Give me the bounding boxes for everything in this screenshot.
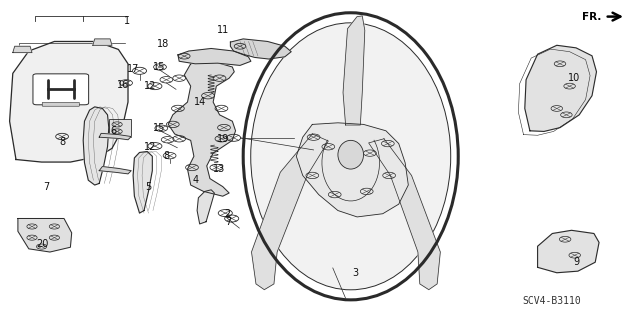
Text: 15: 15 xyxy=(153,122,166,133)
Polygon shape xyxy=(369,139,440,290)
Polygon shape xyxy=(99,167,131,174)
Polygon shape xyxy=(197,190,214,224)
Text: 7: 7 xyxy=(225,217,232,227)
Polygon shape xyxy=(343,16,365,125)
Polygon shape xyxy=(538,230,599,273)
Text: 12: 12 xyxy=(144,142,157,152)
Text: 10: 10 xyxy=(568,73,580,83)
Text: 8: 8 xyxy=(163,151,170,161)
FancyBboxPatch shape xyxy=(42,102,79,106)
Text: 19: 19 xyxy=(216,134,229,144)
Text: 8: 8 xyxy=(59,137,65,147)
Polygon shape xyxy=(252,134,328,290)
Polygon shape xyxy=(133,152,152,213)
Text: 17: 17 xyxy=(127,63,140,74)
Text: 5: 5 xyxy=(145,182,152,192)
Polygon shape xyxy=(99,133,131,140)
Ellipse shape xyxy=(338,140,364,169)
Polygon shape xyxy=(10,41,128,162)
Ellipse shape xyxy=(251,23,451,290)
Text: 14: 14 xyxy=(193,97,206,107)
Text: 7: 7 xyxy=(44,182,50,192)
Text: 11: 11 xyxy=(216,25,229,35)
Text: 18: 18 xyxy=(157,39,170,49)
FancyBboxPatch shape xyxy=(109,119,131,137)
FancyBboxPatch shape xyxy=(33,74,89,105)
Text: 4: 4 xyxy=(192,175,198,185)
Text: 6: 6 xyxy=(111,126,117,136)
Polygon shape xyxy=(83,107,109,185)
Text: 3: 3 xyxy=(352,268,358,278)
Polygon shape xyxy=(93,39,112,45)
Polygon shape xyxy=(13,46,32,53)
Polygon shape xyxy=(296,123,408,217)
Polygon shape xyxy=(168,61,236,196)
Text: 12: 12 xyxy=(144,81,157,91)
Polygon shape xyxy=(178,48,251,65)
Text: 16: 16 xyxy=(116,79,129,90)
Text: FR.: FR. xyxy=(582,11,602,22)
Text: SCV4-B3110: SCV4-B3110 xyxy=(522,296,581,307)
Text: 15: 15 xyxy=(153,62,166,72)
Polygon shape xyxy=(525,45,596,131)
Text: 1: 1 xyxy=(124,16,130,26)
Text: 2: 2 xyxy=(225,209,231,219)
Polygon shape xyxy=(230,39,291,59)
Text: 13: 13 xyxy=(212,164,225,174)
Polygon shape xyxy=(18,219,72,252)
Text: 9: 9 xyxy=(573,257,579,267)
Text: 20: 20 xyxy=(36,239,49,249)
